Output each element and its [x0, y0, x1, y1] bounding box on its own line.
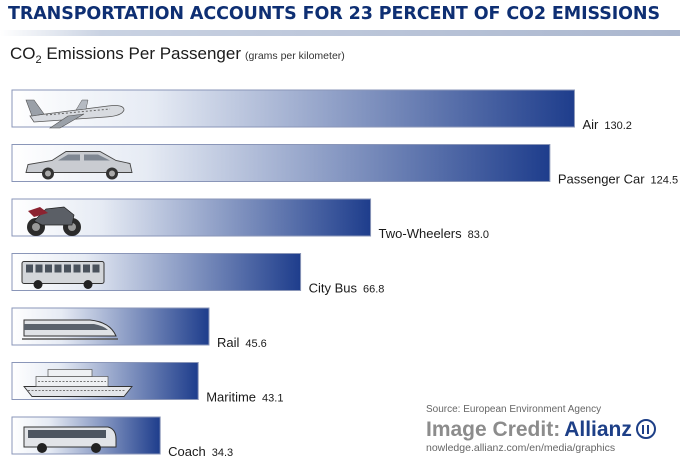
coach-icon [23, 426, 117, 453]
credit-brand: Allianz [564, 418, 632, 441]
category-label: City Bus [309, 281, 358, 296]
category-label: Maritime [206, 390, 256, 405]
value-label: 43.1 [262, 393, 283, 405]
credit-url: nowledge.allianz.com/en/media/graphics [426, 442, 616, 454]
category-label: Air [582, 117, 599, 132]
value-label: 34.3 [212, 447, 233, 459]
value-label: 45.6 [245, 338, 266, 350]
category-label: Coach [168, 444, 206, 459]
value-label: 83.0 [468, 229, 489, 241]
category-label: Rail [217, 335, 240, 350]
airplane-icon [25, 99, 125, 129]
chart-subtitle: CO2 Emissions Per Passenger (grams per ki… [10, 44, 345, 66]
ship-icon [23, 369, 133, 397]
motorcycle-icon [27, 206, 81, 236]
bus-icon [21, 261, 105, 289]
value-label: 124.5 [651, 175, 679, 187]
subtitle-co: CO [10, 44, 36, 63]
value-label: 66.8 [363, 284, 384, 296]
allianz-logo-icon [635, 419, 656, 439]
value-label: 130.2 [604, 120, 632, 132]
subtitle-subscript: 2 [35, 54, 42, 66]
image-credit: Image Credit: Allianz [426, 416, 656, 442]
train-icon [22, 319, 118, 340]
header-rule [0, 30, 680, 36]
car-icon [25, 151, 133, 180]
subtitle-text: Emissions Per Passenger [41, 44, 241, 63]
source-note: Source: European Environment Agency [426, 404, 602, 415]
subtitle-unit: (grams per kilometer) [245, 50, 345, 62]
credit-label: Image Credit: [426, 418, 561, 441]
category-label: Two-Wheelers [379, 226, 463, 241]
chart-headline: TRANSPORTATION ACCOUNTS FOR 23 PERCENT O… [8, 4, 660, 24]
category-label: Passenger Car [558, 172, 645, 187]
